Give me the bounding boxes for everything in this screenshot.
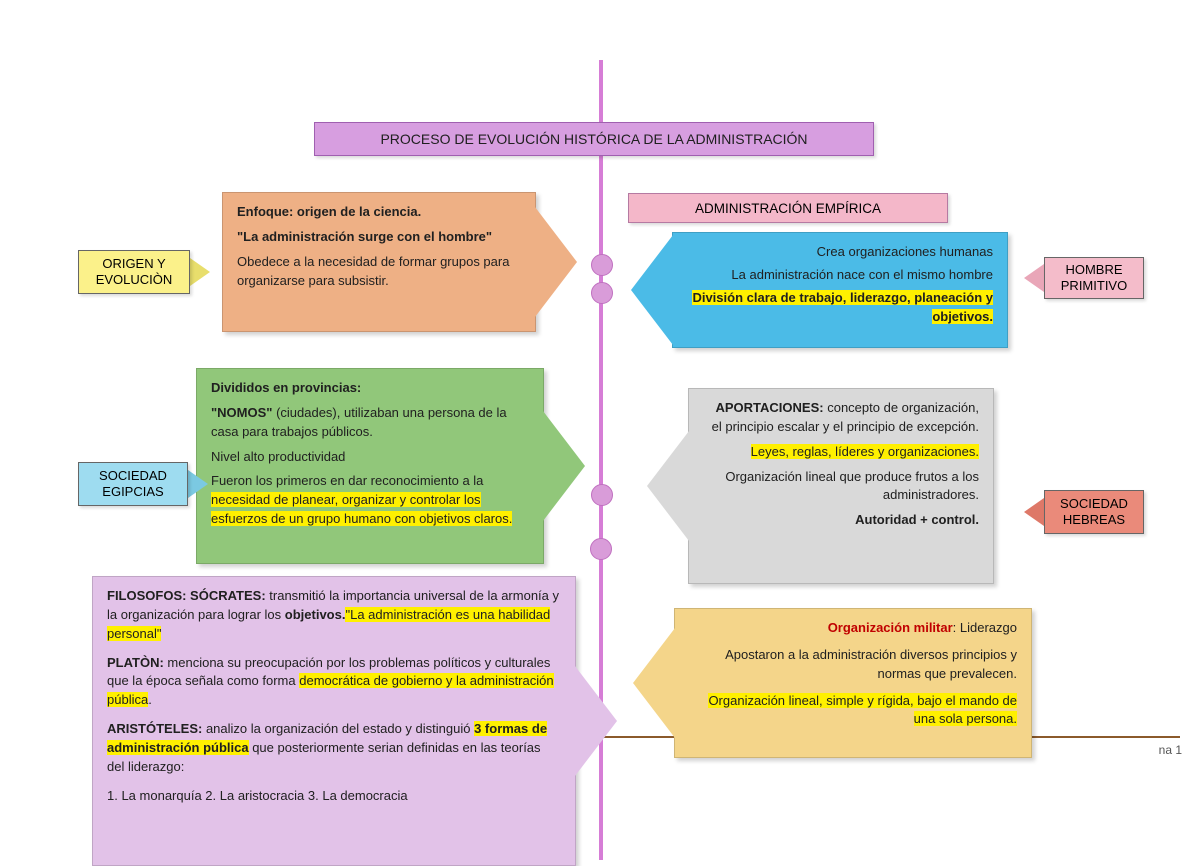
diagram-title: PROCESO DE EVOLUCIÓN HISTÓRICA DE LA ADM…: [314, 122, 874, 156]
text: División clara de trabajo, liderazgo, pl…: [687, 289, 993, 327]
text: FILOSOFOS: SÓCRATES: transmitió la impor…: [107, 587, 561, 644]
page-number: na 1: [1159, 743, 1182, 757]
label-origen: ORIGEN Y EVOLUCIÒN: [78, 250, 190, 294]
text: Leyes, reglas, líderes y organizaciones.: [703, 443, 979, 462]
box-crea: Crea organizaciones humanas La administr…: [672, 232, 1008, 348]
text: ARISTÓTELES: analizo la organización del…: [107, 720, 561, 777]
arrow-icon: [188, 470, 208, 498]
text: La administración nace con el mismo homb…: [687, 266, 993, 285]
box-enfoque: Enfoque: origen de la ciencia. "La admin…: [222, 192, 536, 332]
text: Fueron los primeros en dar reconocimient…: [211, 472, 529, 529]
subheader-text: ADMINISTRACIÓN EMPÍRICA: [695, 201, 881, 216]
text: Crea organizaciones humanas: [687, 243, 993, 262]
box-militar: Organización militar: Liderazgo Apostaro…: [674, 608, 1032, 758]
label-text: SOCIEDAD HEBREAS: [1051, 496, 1137, 529]
text: 1. La monarquía 2. La aristocracia 3. La…: [107, 787, 561, 806]
text: Nivel alto productividad: [211, 448, 529, 467]
text: Organización militar: Liderazgo: [689, 619, 1017, 638]
text: PLATÒN: menciona su preocupación por los…: [107, 654, 561, 711]
subheader-empirica: ADMINISTRACIÓN EMPÍRICA: [628, 193, 948, 223]
label-hebreas: SOCIEDAD HEBREAS: [1044, 490, 1144, 534]
label-text: SOCIEDAD EGIPCIAS: [85, 468, 181, 501]
text: Organización lineal que produce frutos a…: [703, 468, 979, 506]
text: Apostaron a la administración diversos p…: [689, 646, 1017, 684]
label-text: ORIGEN Y EVOLUCIÒN: [85, 256, 183, 289]
text: Divididos en provincias:: [211, 379, 529, 398]
arrow-icon: [1024, 264, 1044, 292]
arrow-icon: [190, 258, 210, 286]
text: Obedece a la necesidad de formar grupos …: [237, 253, 521, 291]
label-primitivo: HOMBRE PRIMITIVO: [1044, 257, 1144, 299]
box-filosofos: FILOSOFOS: SÓCRATES: transmitió la impor…: [92, 576, 576, 866]
box-nomos: Divididos en provincias: "NOMOS" (ciudad…: [196, 368, 544, 564]
timeline-dot: [591, 282, 613, 304]
timeline-dot: [591, 254, 613, 276]
text: Autoridad + control.: [703, 511, 979, 530]
label-egipcias: SOCIEDAD EGIPCIAS: [78, 462, 188, 506]
timeline-dot: [590, 538, 612, 560]
text: "La administración surge con el hombre": [237, 228, 521, 247]
text: Organización lineal, simple y rígida, ba…: [689, 692, 1017, 730]
arrow-icon: [1024, 498, 1044, 526]
timeline-dot: [591, 484, 613, 506]
text: "NOMOS" (ciudades), utilizaban una perso…: [211, 404, 529, 442]
label-text: HOMBRE PRIMITIVO: [1051, 262, 1137, 295]
text: Enfoque: origen de la ciencia.: [237, 203, 521, 222]
box-aportaciones: APORTACIONES: concepto de organización, …: [688, 388, 994, 584]
text: APORTACIONES: concepto de organización, …: [703, 399, 979, 437]
